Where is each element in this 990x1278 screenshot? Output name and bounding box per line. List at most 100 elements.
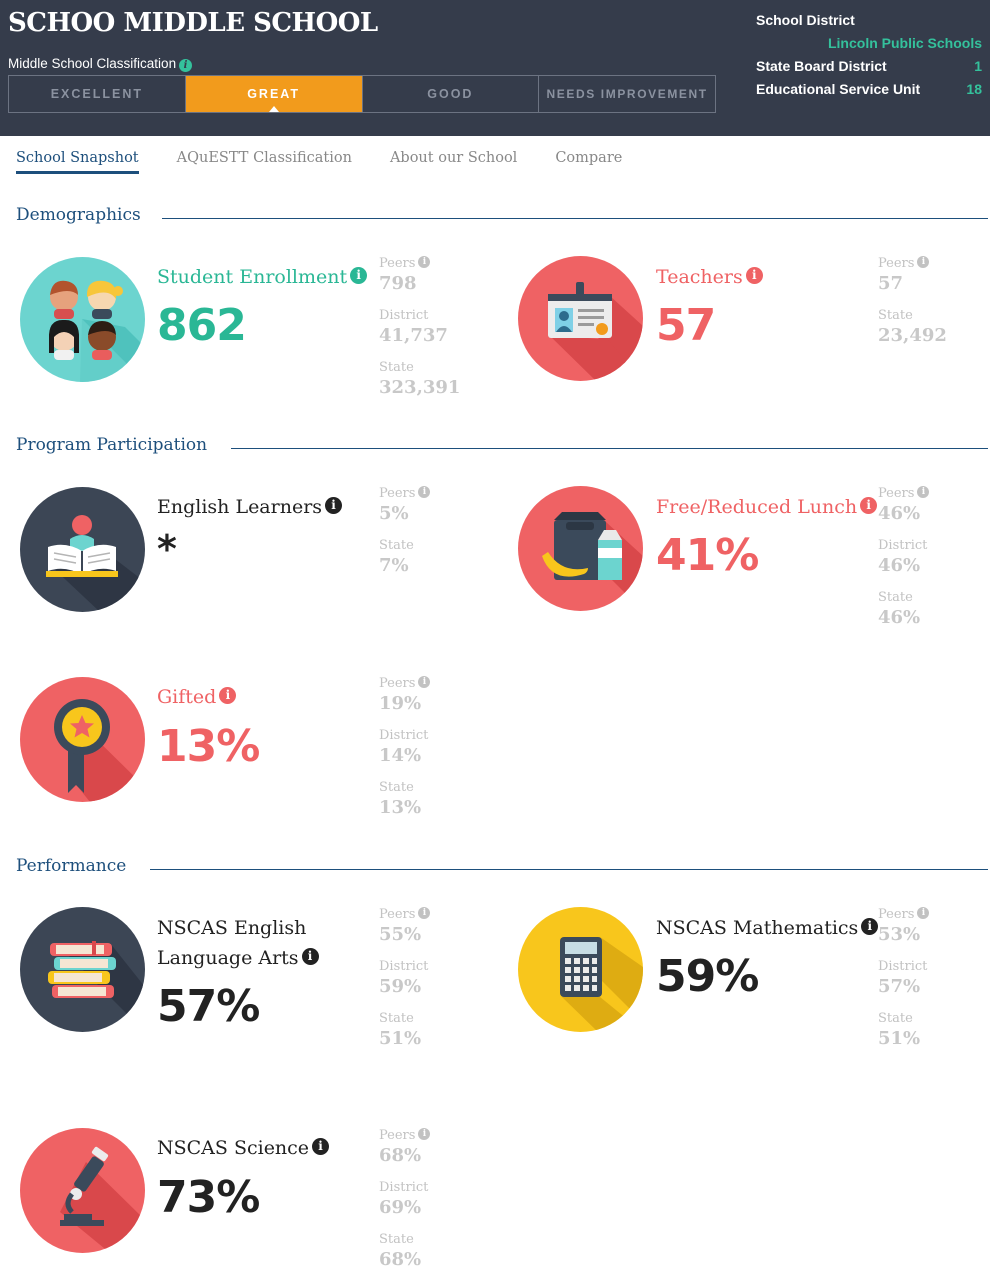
peers-label: Peers xyxy=(878,907,930,923)
district-info: School District Lincoln Public Schools S… xyxy=(756,11,982,103)
nscas-science-value: 73% xyxy=(157,1172,260,1223)
id-badge-icon xyxy=(518,256,643,381)
peers-label-text: Peers xyxy=(379,907,416,922)
tab-bar: School Snapshot AQuESTT Classification A… xyxy=(16,150,660,174)
student-enrollment-value: 862 xyxy=(157,300,247,351)
nscas-ela-label-line2: Language Arts xyxy=(157,947,299,969)
state-label: State xyxy=(878,590,913,605)
district-value: 59% xyxy=(379,976,422,997)
teachers-comparison: Peers 57 State 23,492 xyxy=(878,256,947,360)
info-icon[interactable] xyxy=(219,687,237,704)
district-label: District xyxy=(878,959,928,974)
state-label: State xyxy=(379,1232,414,1247)
school-district-value-row: Lincoln Public Schools xyxy=(756,34,982,57)
state-value: 46% xyxy=(878,607,921,628)
school-name: SCHOO MIDDLE SCHOOL xyxy=(8,8,378,38)
section-title-program-participation: Program Participation xyxy=(16,435,208,455)
math-comparison: Peers 53% District 57% State 51% xyxy=(878,907,930,1063)
reading-book-icon xyxy=(20,487,145,612)
peers-label: Peers xyxy=(878,256,947,272)
peers-value: 53% xyxy=(878,924,921,945)
esu-label: Educational Service Unit xyxy=(756,81,921,97)
nscas-ela-value: 57% xyxy=(157,981,260,1032)
info-icon[interactable] xyxy=(917,907,930,919)
district-value: 41,737 xyxy=(379,325,448,346)
nscas-science-label: NSCAS Science xyxy=(157,1137,310,1159)
state-board-value: 1 xyxy=(974,58,982,74)
state-label: State xyxy=(379,780,414,795)
peers-value: 5% xyxy=(379,503,409,524)
district-label: District xyxy=(379,728,429,743)
peers-label-text: Peers xyxy=(878,907,915,922)
info-icon[interactable] xyxy=(418,907,431,919)
state-value: 13% xyxy=(379,797,422,818)
microscope-icon xyxy=(20,1128,145,1253)
gifted-value: 13% xyxy=(157,721,260,772)
classification-label: Middle School Classification i xyxy=(8,56,193,72)
school-district-label: School District xyxy=(756,12,855,28)
section-title-performance: Performance xyxy=(16,856,127,876)
info-icon[interactable] xyxy=(861,918,879,935)
peers-label: Peers xyxy=(379,676,431,692)
district-value: 46% xyxy=(878,555,921,576)
info-icon[interactable] xyxy=(418,486,431,498)
tab-school-snapshot[interactable]: School Snapshot xyxy=(16,150,139,174)
calculator-icon xyxy=(518,907,643,1032)
ela-comparison: Peers 55% District 59% State 51% xyxy=(379,907,431,1063)
book-stack-icon xyxy=(20,907,145,1032)
state-board-label: State Board District xyxy=(756,58,887,74)
district-value: 69% xyxy=(379,1197,422,1218)
gifted-title: Gifted xyxy=(157,682,237,712)
classification-rating-bar: EXCELLENT GREAT GOOD NEEDS IMPROVEMENT xyxy=(8,75,716,113)
gifted-label: Gifted xyxy=(157,686,217,708)
english-learners-title: English Learners xyxy=(157,492,343,522)
nscas-ela-title: NSCAS English Language Arts xyxy=(157,913,319,973)
info-icon[interactable] xyxy=(418,1128,431,1140)
district-label: District xyxy=(379,959,429,974)
rating-needs-improvement[interactable]: NEEDS IMPROVEMENT xyxy=(546,87,708,101)
tab-aquestt-classification[interactable]: AQuESTT Classification xyxy=(176,150,352,166)
peers-label-text: Peers xyxy=(379,676,416,691)
nscas-ela-label-line1: NSCAS English xyxy=(157,917,307,939)
info-icon[interactable] xyxy=(917,256,930,268)
info-icon[interactable] xyxy=(860,497,878,514)
free-reduced-lunch-label: Free/Reduced Lunch xyxy=(656,496,858,518)
info-icon[interactable] xyxy=(745,267,763,284)
teachers-label: Teachers xyxy=(656,266,743,288)
peers-label-text: Peers xyxy=(379,1128,416,1143)
rating-great[interactable]: GREAT xyxy=(185,76,363,112)
state-value: 7% xyxy=(379,555,409,576)
info-icon[interactable] xyxy=(325,497,343,514)
info-icon[interactable] xyxy=(418,256,431,268)
info-icon[interactable] xyxy=(917,486,930,498)
state-label: State xyxy=(379,538,414,553)
info-icon[interactable] xyxy=(350,267,368,284)
english-learners-label: English Learners xyxy=(157,496,323,518)
state-value: 23,492 xyxy=(878,325,947,346)
tab-compare[interactable]: Compare xyxy=(555,150,623,166)
school-district-value[interactable]: Lincoln Public Schools xyxy=(827,35,982,51)
district-label: District xyxy=(878,538,928,553)
info-icon[interactable] xyxy=(312,1138,330,1155)
peers-value: 57 xyxy=(878,273,904,294)
classification-label-text: Middle School Classification xyxy=(8,56,177,71)
peers-label-text: Peers xyxy=(379,486,416,501)
info-icon[interactable] xyxy=(418,676,431,688)
rating-good[interactable]: GOOD xyxy=(363,76,540,112)
peers-value: 798 xyxy=(379,273,417,294)
district-label: District xyxy=(379,1180,429,1195)
info-icon[interactable]: i xyxy=(179,59,193,72)
student-enrollment-title: Student Enrollment xyxy=(157,262,368,292)
peers-label-text: Peers xyxy=(878,486,915,501)
rating-excellent[interactable]: EXCELLENT xyxy=(9,76,186,112)
gifted-comparison: Peers 19% District 14% State 13% xyxy=(379,676,431,832)
section-divider xyxy=(150,869,988,870)
info-icon[interactable] xyxy=(301,948,319,965)
enrollment-comparison: Peers 798 District 41,737 State 323,391 xyxy=(379,256,460,412)
state-value: 51% xyxy=(379,1028,422,1049)
peers-value: 46% xyxy=(878,503,921,524)
section-divider xyxy=(162,218,988,219)
free-reduced-lunch-value: 41% xyxy=(656,530,759,581)
tab-about-our-school[interactable]: About our School xyxy=(389,150,518,166)
state-label: State xyxy=(379,1011,414,1026)
